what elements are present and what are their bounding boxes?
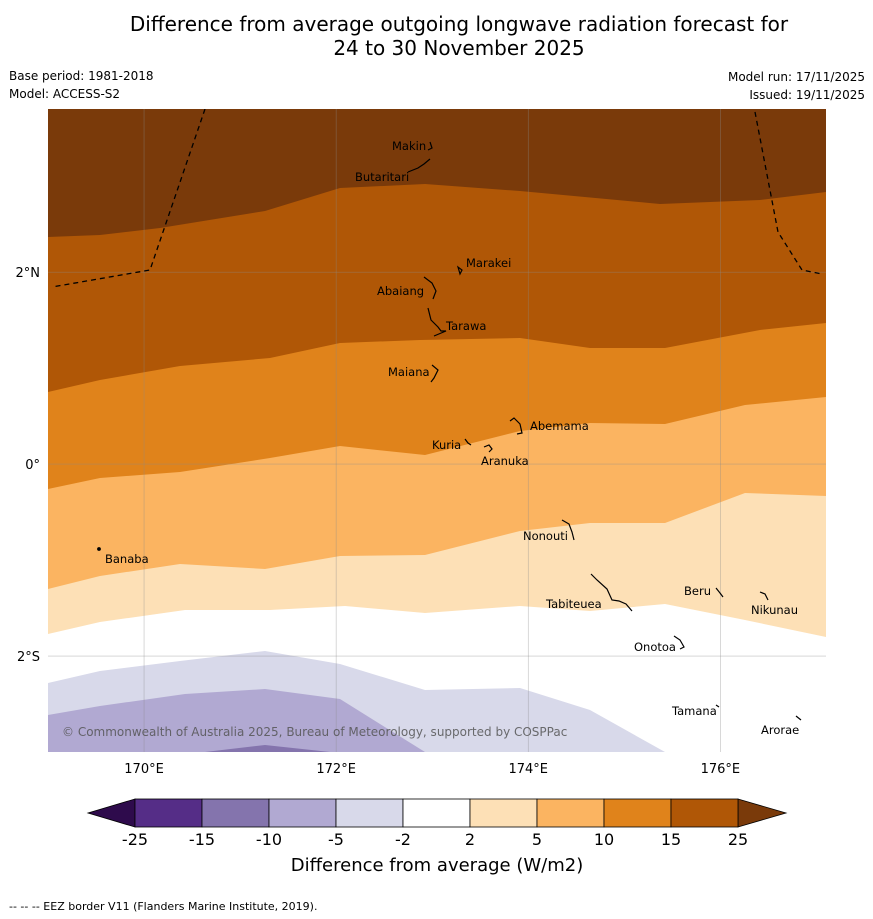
band-minus15-minus10 <box>205 745 330 752</box>
island-kuria <box>464 438 472 446</box>
island-label-tamana: Tamana <box>671 704 717 718</box>
model-name: Model: ACCESS-S2 <box>9 87 121 101</box>
copyright-notice: © Commonwealth of Australia 2025, Bureau… <box>62 725 567 739</box>
colorbar-tick-label: 5 <box>532 830 542 849</box>
colorbar-tick-label: -15 <box>189 830 215 849</box>
model-run: Model run: 17/11/2025 <box>727 70 865 84</box>
island-label-tabiteuea: Tabiteuea <box>545 597 602 611</box>
eez-footnote: -- -- -- EEZ border V11 (Flanders Marine… <box>9 900 318 913</box>
map-plot-area: Makin Butaritari Marakei Abaiang Tarawa … <box>48 109 826 752</box>
eez-border-right <box>754 111 823 275</box>
island-tarawa <box>427 307 447 337</box>
colorbar-extend-max <box>737 798 788 828</box>
lon-tick-label: 170°E <box>124 762 164 777</box>
lon-tick-label: 176°E <box>701 762 741 777</box>
colorbar-swatch <box>402 798 471 828</box>
colorbar-tick-label: -5 <box>328 830 344 849</box>
colorbar-tick-label: -2 <box>395 830 411 849</box>
island-beru <box>715 587 724 598</box>
island-makin <box>427 141 433 151</box>
island-marakei <box>456 265 463 276</box>
island-label-abaiang: Abaiang <box>377 284 424 298</box>
colorbar-extend-min <box>86 798 136 828</box>
island-tabiteuea <box>590 573 633 612</box>
island-label-marakei: Marakei <box>466 256 511 270</box>
island-label-beru: Beru <box>684 584 711 598</box>
colorbar-swatch <box>134 798 203 828</box>
island-label-abemama: Abemama <box>530 419 589 433</box>
lon-tick-label: 174°E <box>508 762 548 777</box>
colorbar-swatch <box>536 798 605 828</box>
colorbar: -25 -15 -10 -5 -2 2 5 10 15 25 <box>86 798 788 849</box>
island-nikunau <box>759 591 769 601</box>
graticule <box>48 109 826 752</box>
colorbar-swatch <box>469 798 538 828</box>
island-aranuka <box>483 444 493 453</box>
island-label-arorae: Arorae <box>761 723 799 737</box>
island-banaba <box>97 547 101 551</box>
colorbar-tick-label: 10 <box>594 830 614 849</box>
island-label-nonouti: Nonouti <box>523 529 568 543</box>
colorbar-tick-label: -25 <box>122 830 148 849</box>
band-minus10-minus5 <box>48 689 425 752</box>
lat-tick-label: 2°S <box>17 650 40 665</box>
island-label-banaba: Banaba <box>105 552 149 566</box>
colorbar-tick-label: 2 <box>465 830 475 849</box>
eez-border-left <box>51 109 206 288</box>
issued-date: Issued: 19/11/2025 <box>749 88 865 102</box>
lon-tick-label: 172°E <box>316 762 356 777</box>
island-butaritari <box>407 158 431 173</box>
island-onotoa <box>673 635 685 650</box>
colorbar-swatch <box>670 798 739 828</box>
base-period: Base period: 1981-2018 <box>9 69 154 83</box>
island-label-nikunau: Nikunau <box>751 603 798 617</box>
island-nonouti <box>561 519 575 541</box>
colorbar-tick-label: 25 <box>728 830 748 849</box>
island-label-maiana: Maiana <box>388 365 430 379</box>
island-label-kuria: Kuria <box>432 438 461 452</box>
colorbar-tick-label: 15 <box>661 830 681 849</box>
island-label-tarawa: Tarawa <box>445 319 486 333</box>
colorbar-swatch <box>201 798 270 828</box>
island-maiana <box>430 364 439 383</box>
colorbar-swatch <box>268 798 337 828</box>
title-line-2: 24 to 30 November 2025 <box>333 36 585 60</box>
chart-title: Difference from average outgoing longwav… <box>0 12 873 60</box>
lat-tick-label: 0° <box>25 458 40 473</box>
island-abaiang <box>423 276 437 300</box>
colorbar-swatch <box>603 798 672 828</box>
island-label-makin: Makin <box>392 139 426 153</box>
island-outlines <box>97 141 802 721</box>
island-label-butaritari: Butaritari <box>355 170 409 184</box>
island-abemama <box>509 417 523 435</box>
lat-tick-label: 2°N <box>16 266 41 281</box>
colorbar-tick-label: -10 <box>256 830 282 849</box>
island-arorae <box>795 715 802 721</box>
island-tamana <box>715 704 720 708</box>
colorbar-swatch <box>335 798 404 828</box>
island-label-onotoa: Onotoa <box>634 640 676 654</box>
island-label-aranuka: Aranuka <box>481 454 529 468</box>
title-line-1: Difference from average outgoing longwav… <box>129 12 789 36</box>
colorbar-label: Difference from average (W/m2) <box>291 855 583 876</box>
